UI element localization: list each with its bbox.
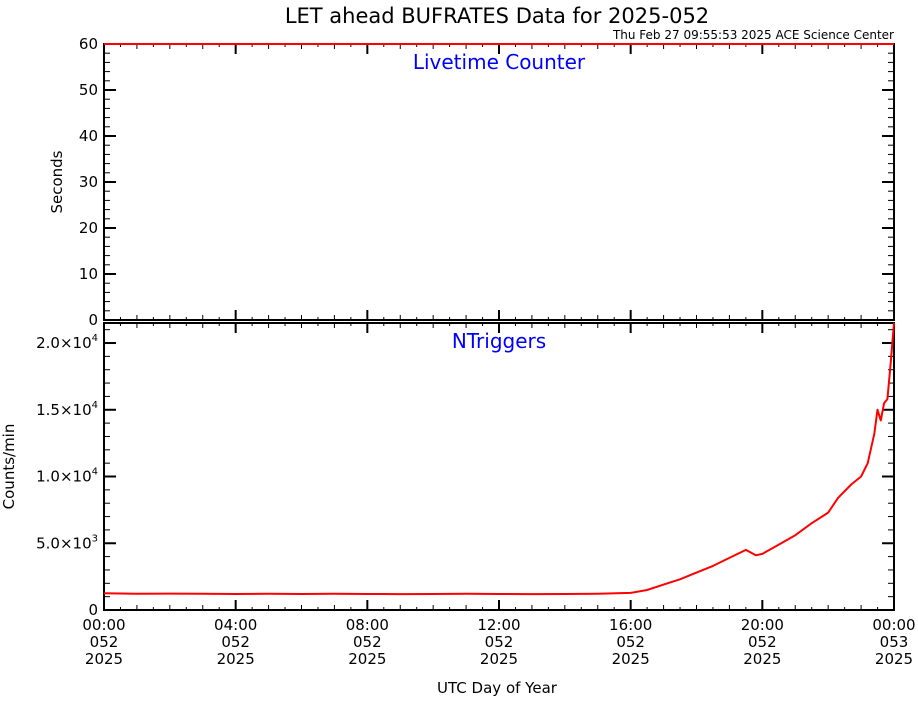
x-tick-year: 2025 [743, 650, 781, 668]
y-tick-label: 40 [79, 127, 98, 145]
y-tick-label: 10 [79, 265, 98, 283]
x-tick-time: 12:00 [477, 616, 520, 634]
plot-frame [103, 43, 895, 321]
x-tick-day: 052 [353, 633, 382, 651]
x-tick-year: 2025 [875, 650, 913, 668]
x-tick-time: 16:00 [609, 616, 652, 634]
y-tick-mantissa: 1.5×10 [36, 401, 92, 419]
y-tick-label: 0 [88, 311, 98, 329]
x-tick-time: 08:00 [346, 616, 389, 634]
x-tick-time: 20:00 [741, 616, 784, 634]
y-tick-label: 5.0×103 [36, 533, 98, 552]
timestamp: Thu Feb 27 09:55:53 2025 ACE Science Cen… [612, 28, 894, 42]
x-tick-year: 2025 [217, 650, 255, 668]
x-tick-day: 052 [748, 633, 777, 651]
y-tick-label: 60 [79, 35, 98, 53]
y-tick-label: 1.5×104 [36, 400, 98, 419]
y-tick-label: 20 [79, 219, 98, 237]
y-tick-label: 2.0×104 [36, 333, 98, 352]
y-tick-label: 1.0×104 [36, 467, 98, 486]
y-tick-exponent: 3 [92, 533, 98, 544]
y-tick-label: 30 [79, 173, 98, 191]
panel-1: 0 10 20 30 40 50 60 Seconds Livetime Counter [48, 35, 895, 329]
y-axis-label: Seconds [48, 150, 66, 213]
x-tick-year: 2025 [348, 650, 386, 668]
x-tick-year: 2025 [85, 650, 123, 668]
x-tick-time: 04:00 [214, 616, 257, 634]
panel-title: NTriggers [452, 329, 546, 353]
panel-2: 05.0×1031.0×1041.5×1042.0×104Counts/minN… [0, 322, 916, 668]
x-tick-year: 2025 [612, 650, 650, 668]
y-tick-exponent: 4 [92, 400, 98, 411]
data-line [103, 322, 895, 596]
y-tick-label: 0 [88, 601, 98, 619]
y-tick-mantissa: 1.0×10 [36, 468, 92, 486]
x-tick-day: 052 [485, 633, 514, 651]
x-tick-day: 053 [880, 633, 909, 651]
x-tick-time: 00:00 [82, 616, 125, 634]
x-tick-day: 052 [90, 633, 119, 651]
chart-title: LET ahead BUFRATES Data for 2025-052 [285, 4, 709, 28]
y-tick-exponent: 4 [92, 333, 98, 344]
x-tick-day: 052 [616, 633, 645, 651]
y-tick-exponent: 4 [92, 467, 98, 478]
x-axis-label: UTC Day of Year [437, 679, 558, 697]
y-tick-mantissa: 2.0×10 [36, 334, 92, 352]
y-tick-label: 50 [79, 81, 98, 99]
x-tick-time: 00:00 [872, 616, 915, 634]
x-tick-day: 052 [221, 633, 250, 651]
x-tick-year: 2025 [480, 650, 518, 668]
panel-title: Livetime Counter [413, 50, 586, 74]
y-axis-label: Counts/min [0, 424, 18, 510]
y-tick-mantissa: 5.0×10 [36, 534, 92, 552]
plot-frame [103, 322, 895, 611]
panels: 0 10 20 30 40 50 60 Seconds Livetime Counter 0 5.0… [0, 35, 916, 668]
